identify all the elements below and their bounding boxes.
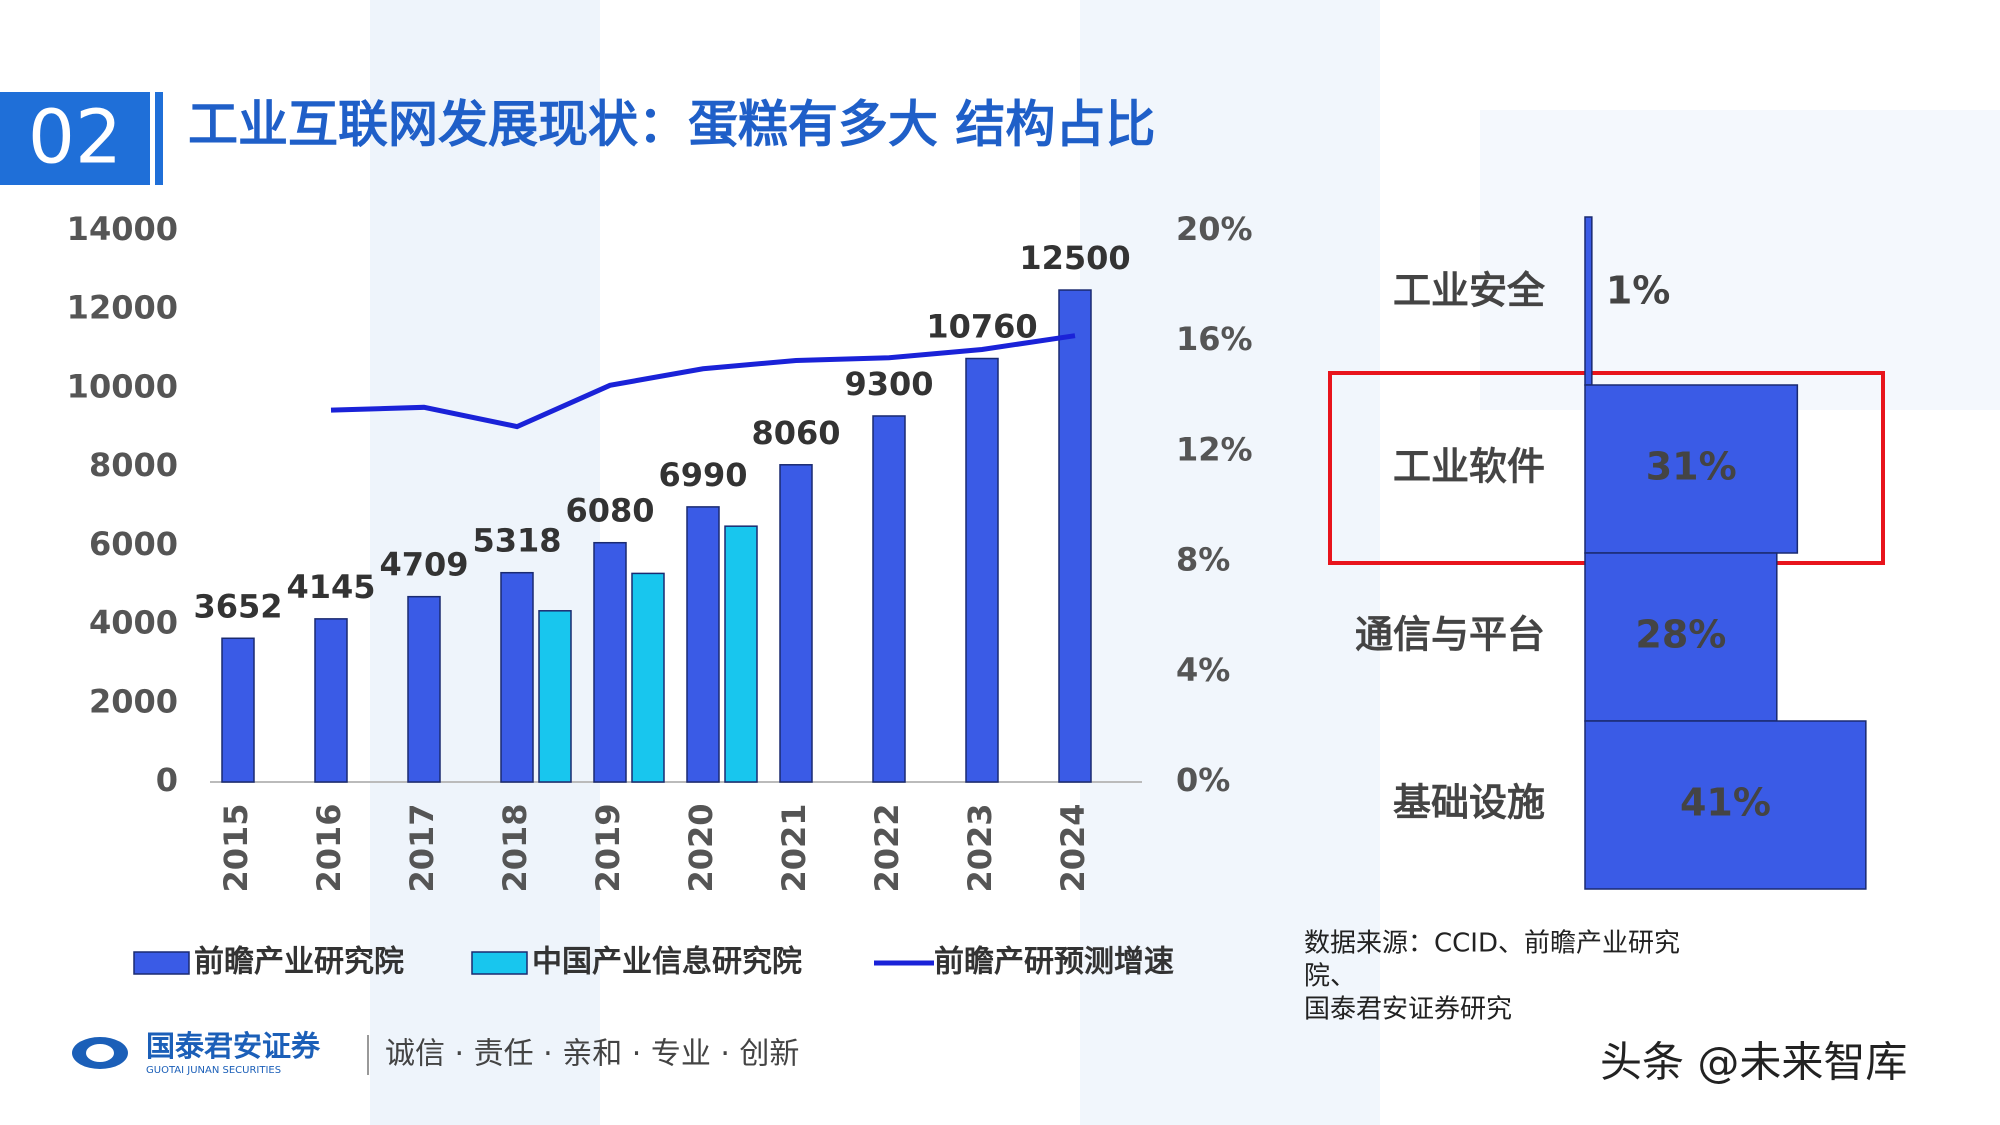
x-tick-label: 2015: [217, 803, 255, 892]
bar: [538, 610, 572, 783]
y-tick-label: 6000: [89, 525, 178, 563]
y-tick-label: 0: [156, 761, 178, 799]
x-tick-label: 2023: [961, 803, 999, 892]
slogan: 诚信 · 责任 · 亲和 · 专业 · 创新: [385, 1037, 799, 1072]
bar: [779, 464, 813, 783]
legend-label: 前瞻产研预测增速: [934, 945, 1174, 980]
source-note: 数据来源：CCID、前瞻产业研究院、国泰君安证券研究: [1304, 929, 1680, 1025]
bar: [1058, 289, 1092, 783]
category-label: 工业安全: [1393, 269, 1546, 313]
bar: [724, 525, 758, 783]
category-label: 通信与平台: [1355, 613, 1545, 657]
y-tick-label: 8000: [89, 446, 178, 484]
logo-subtext: GUOTAI JUNAN SECURITIES: [146, 1065, 281, 1076]
y2-tick-label: 0%: [1176, 761, 1230, 799]
x-tick-label: 2019: [589, 803, 627, 892]
category-label: 工业软件: [1393, 445, 1545, 489]
data-label: 12500: [1019, 239, 1130, 277]
source-line: 院、: [1304, 962, 1356, 992]
legend-swatch: [133, 951, 190, 975]
section-box: [0, 92, 150, 185]
slide-title: 工业互联网发展现状：蛋糕有多大 结构占比: [188, 96, 1155, 154]
data-label: 5318: [472, 522, 561, 560]
y-tick-label: 2000: [89, 682, 178, 720]
logo-text: 国泰君安证券: [146, 1029, 321, 1063]
x-tick-label: 2017: [403, 803, 441, 892]
bar: [500, 571, 534, 783]
bar: [314, 618, 348, 783]
x-tick-label: 2020: [682, 803, 720, 892]
logo-mark: [86, 1044, 114, 1062]
bar: [631, 572, 665, 783]
bar: [686, 506, 720, 783]
growth-line: [330, 333, 1076, 430]
x-tick-label: 2021: [775, 803, 813, 892]
y-tick-label: 14000: [67, 210, 178, 248]
data-label: 9300: [844, 365, 933, 403]
data-label: 10760: [926, 308, 1037, 346]
data-label: 31%: [1646, 445, 1737, 489]
data-label: 8060: [751, 414, 840, 452]
legend-label: 中国产业信息研究院: [532, 945, 802, 980]
section-bar: [155, 92, 163, 185]
bar: [1584, 720, 1867, 890]
source-line: 国泰君安证券研究: [1304, 995, 1512, 1025]
bar: [872, 415, 906, 783]
y-tick-label: 12000: [67, 289, 178, 327]
bar: [1584, 216, 1593, 386]
y-tick-label: 10000: [67, 367, 178, 405]
data-label: 1%: [1606, 269, 1671, 313]
data-label: 6080: [565, 492, 654, 530]
bar: [221, 637, 255, 783]
bar: [1584, 552, 1778, 722]
y-tick-label: 4000: [89, 604, 178, 642]
source-line: 数据来源：CCID、前瞻产业研究: [1304, 929, 1680, 959]
x-tick-label: 2022: [868, 803, 906, 892]
y2-tick-label: 8%: [1176, 541, 1230, 579]
bar: [965, 357, 999, 783]
legend-label: 前瞻产业研究院: [194, 945, 404, 980]
bar: [407, 595, 441, 783]
watermark: 头条 @未来智库: [1600, 1038, 1907, 1087]
bg-shape: [1480, 110, 2000, 410]
x-tick-label: 2018: [496, 803, 534, 892]
bar: [593, 541, 627, 783]
data-label: 6990: [658, 456, 747, 494]
category-label: 基础设施: [1393, 781, 1545, 825]
y2-tick-label: 16%: [1176, 320, 1253, 358]
data-label: 28%: [1635, 613, 1726, 657]
bar: [1584, 384, 1799, 554]
data-label: 3652: [193, 587, 282, 625]
data-label: 41%: [1680, 781, 1771, 825]
x-tick-label: 2024: [1054, 803, 1092, 892]
data-label: 4709: [379, 546, 468, 584]
x-tick-label: 2016: [310, 803, 348, 892]
data-label: 4145: [286, 568, 375, 606]
y2-tick-label: 4%: [1176, 651, 1230, 689]
y2-tick-label: 12%: [1176, 430, 1253, 468]
legend-swatch: [471, 951, 528, 975]
section-number: 02: [28, 95, 122, 181]
bg-shape: [370, 0, 600, 1125]
y2-tick-label: 20%: [1176, 210, 1253, 248]
